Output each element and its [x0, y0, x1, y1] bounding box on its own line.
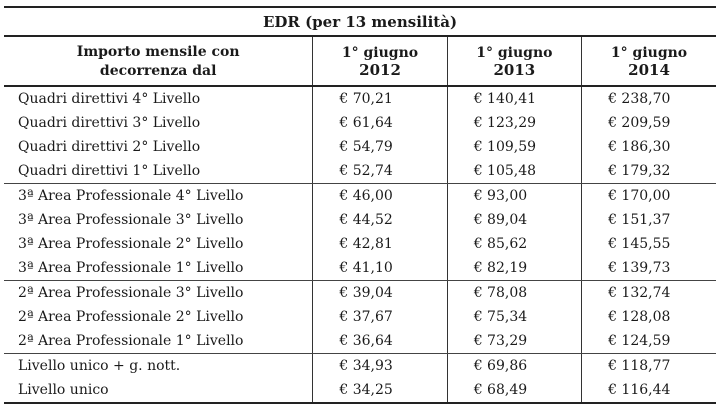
edr-table: EDR (per 13 mensilità) Importo mensile c…: [4, 6, 716, 404]
header-col-date: 1° giugno: [341, 45, 419, 61]
row-value-2013: € 69,86: [446, 353, 582, 378]
row-value-2012: € 36,64: [312, 329, 448, 354]
header-label-line2: decorrenza dal: [99, 63, 217, 79]
row-value-2012: € 41,10: [312, 256, 448, 281]
row-value-2012: € 37,67: [312, 305, 448, 329]
row-label: Quadri direttivi 3° Livello: [18, 115, 201, 131]
header-col-year: 2012: [359, 61, 401, 79]
row-label: Livello unico: [4, 378, 313, 404]
row-value-2014: € 238,70: [581, 86, 716, 111]
row-value-2013: € 93,00: [446, 183, 582, 208]
header-label-cell: Importo mensile con decorrenza dal: [4, 36, 313, 87]
table-row: 2ª Area Professionale 3° Livello € 39,04…: [4, 280, 716, 305]
row-value-2014: € 209,59: [581, 111, 716, 135]
row-label: Quadri direttivi 4° Livello: [18, 91, 201, 107]
header-col-2013: 1° giugno 2013: [446, 36, 582, 87]
row-value-2014: € 151,37: [581, 208, 716, 232]
table-row: Livello unico € 34,25 € 68,49 € 116,44: [4, 378, 716, 404]
row-value-2014: € 118,77: [581, 353, 716, 378]
row-value-2013: € 140,41: [446, 86, 582, 111]
row-value-2012: € 39,04: [312, 280, 448, 305]
row-value-2012: € 54,79: [312, 135, 448, 159]
row-label: 3ª Area Professionale 4° Livello: [18, 188, 244, 204]
row-value-2014: € 186,30: [581, 135, 716, 159]
row-value-2014: € 128,08: [581, 305, 716, 329]
row-label: 3ª Area Professionale 2° Livello: [18, 236, 244, 252]
table-row: 3ª Area Professionale 4° Livello € 46,00…: [4, 183, 716, 208]
row-label: 3ª Area Professionale 1° Livello: [4, 256, 313, 281]
row-value-2014: € 139,73: [581, 256, 716, 281]
row-value-2014: € 124,59: [581, 329, 716, 354]
row-value-2012: € 46,00: [312, 183, 448, 208]
row-value-2013: € 109,59: [446, 135, 582, 159]
header-label-line1: Importo mensile con: [76, 44, 240, 60]
header-col-year: 2014: [628, 61, 670, 79]
table-title-row: EDR (per 13 mensilità): [4, 6, 716, 37]
row-value-2012: € 61,64: [312, 111, 448, 135]
row-value-2013: € 82,19: [446, 256, 582, 281]
header-col-date: 1° giugno: [476, 45, 553, 61]
row-label: 3ª Area Professionale 3° Livello: [18, 212, 244, 228]
row-value-2014: € 170,00: [581, 183, 716, 208]
row-value-2012: € 52,74: [312, 159, 448, 184]
row-value-2012: € 70,21: [312, 86, 448, 111]
header-col-2014: 1° giugno 2014: [581, 36, 716, 87]
table-row: Quadri direttivi 4° Livello € 70,21 € 14…: [4, 86, 716, 111]
table-body: Quadri direttivi 4° Livello € 70,21 € 14…: [4, 86, 716, 404]
row-value-2012: € 34,93: [312, 353, 448, 378]
row-label: 2ª Area Professionale 1° Livello: [4, 329, 313, 354]
table-row: 3ª Area Professionale 1° Livello € 41,10…: [4, 256, 716, 281]
row-value-2014: € 132,74: [581, 280, 716, 305]
header-col-year: 2013: [493, 61, 536, 79]
row-value-2012: € 34,25: [312, 378, 448, 404]
row-value-2013: € 73,29: [446, 329, 582, 354]
header-col-date: 1° giugno: [610, 45, 688, 61]
table-row: 3ª Area Professionale 3° Livello € 44,52…: [4, 208, 716, 232]
table-header-row: Importo mensile con decorrenza dal 1° gi…: [4, 36, 716, 87]
row-value-2012: € 42,81: [312, 232, 448, 256]
row-value-2014: € 116,44: [581, 378, 716, 404]
table-row: 2ª Area Professionale 2° Livello € 37,67…: [4, 305, 716, 329]
row-value-2014: € 145,55: [581, 232, 716, 256]
header-col-2012: 1° giugno 2012: [312, 36, 448, 87]
row-label: 2ª Area Professionale 2° Livello: [18, 309, 244, 325]
row-label: Livello unico + g. nott.: [18, 358, 181, 374]
table-title: EDR (per 13 mensilità): [4, 6, 716, 37]
table-row: Quadri direttivi 1° Livello € 52,74 € 10…: [4, 159, 716, 184]
table-row: Quadri direttivi 3° Livello € 61,64 € 12…: [4, 111, 716, 135]
table-row: Quadri direttivi 2° Livello € 54,79 € 10…: [4, 135, 716, 159]
row-label: Quadri direttivi 1° Livello: [4, 159, 313, 184]
row-value-2012: € 44,52: [312, 208, 448, 232]
table-row: Livello unico + g. nott. € 34,93 € 69,86…: [4, 353, 716, 378]
row-value-2013: € 85,62: [446, 232, 582, 256]
row-value-2013: € 123,29: [446, 111, 582, 135]
row-value-2013: € 68,49: [446, 378, 582, 404]
row-label: Quadri direttivi 2° Livello: [18, 139, 201, 155]
row-label: 2ª Area Professionale 3° Livello: [18, 285, 244, 301]
table-row: 2ª Area Professionale 1° Livello € 36,64…: [4, 329, 716, 354]
row-value-2013: € 78,08: [446, 280, 582, 305]
row-value-2014: € 179,32: [581, 159, 716, 184]
table-row: 3ª Area Professionale 2° Livello € 42,81…: [4, 232, 716, 256]
row-value-2013: € 105,48: [446, 159, 582, 184]
row-value-2013: € 89,04: [446, 208, 582, 232]
row-value-2013: € 75,34: [446, 305, 582, 329]
